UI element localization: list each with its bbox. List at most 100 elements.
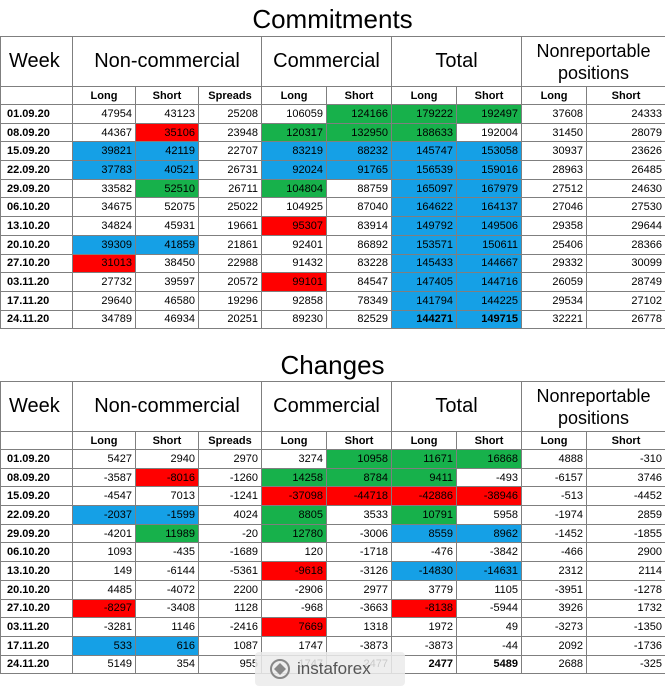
table-cell: 145433	[391, 253, 458, 274]
table-cell: 192497	[456, 104, 523, 124]
table-cell: 104925	[261, 197, 328, 218]
table-cell: 2477	[391, 654, 458, 675]
column-subheader: Long	[391, 431, 458, 450]
table-cell: 34789	[72, 309, 136, 330]
table-row: 29.09.20 -4201 11989 -20 12780 -3006 8559 8962-…	[0, 523, 665, 544]
week-date: 24.11.20	[0, 309, 73, 330]
week-date: 20.10.20	[0, 234, 73, 255]
table-cell: 144271	[391, 309, 458, 330]
table-cell: -2906	[261, 579, 328, 600]
changes-title: Changes	[280, 350, 385, 380]
commitments-title: Commitments	[252, 4, 413, 34]
table-row: 06.10.20 34675 52075 25022 104925 87040 164622…	[0, 197, 665, 218]
table-cell: 156539	[391, 160, 458, 180]
table-cell: 25406	[521, 234, 588, 255]
table-cell: 78349	[326, 290, 393, 311]
week-date: 22.09.20	[0, 505, 73, 525]
table-cell: 124166	[326, 104, 393, 124]
table-cell: -20	[197, 523, 263, 544]
commercial-header: Commercial	[261, 36, 393, 87]
column-subheader: Long	[391, 86, 458, 105]
table-cell: 82529	[326, 309, 393, 330]
table-cell: 26778	[586, 309, 665, 330]
table-cell: 1093	[72, 542, 136, 563]
table-cell: 192004	[456, 122, 523, 143]
table-cell: 1318	[326, 617, 393, 637]
table-cell: 3274	[261, 449, 328, 469]
table-cell: 2688	[521, 654, 588, 675]
table-cell: 2200	[197, 579, 263, 600]
table-cell: -38946	[456, 486, 523, 507]
column-subheader: Short	[135, 86, 199, 105]
column-subheader: Short	[326, 431, 393, 450]
week-date: 20.10.20	[0, 579, 73, 600]
table-cell: 27530	[586, 197, 665, 218]
week-date: 06.10.20	[0, 197, 73, 218]
table-row: 22.09.20 -2037 -1599 4024 8805 3533 10791 5958-…	[0, 505, 665, 525]
table-cell: 20251	[197, 309, 263, 330]
week-date: 22.09.20	[0, 160, 73, 180]
table-row: 27.10.20 -8297 -3408 1128 -968 -3663 -8138 -594…	[0, 598, 665, 619]
table-cell: 188633	[391, 122, 458, 143]
column-subheader: Long	[261, 86, 328, 105]
table-cell: -8016	[135, 467, 199, 488]
table-cell: 3746	[586, 467, 665, 488]
table-cell: 14258	[261, 467, 328, 488]
table-cell: 144716	[456, 272, 523, 292]
table-cell: 1105	[456, 579, 523, 600]
week-date: 08.09.20	[0, 122, 73, 143]
table-cell: 52075	[135, 197, 199, 218]
table-cell: 27102	[586, 290, 665, 311]
table-cell: 28963	[521, 160, 588, 180]
table-cell: 12780	[261, 523, 328, 544]
total-header: Total	[391, 381, 523, 432]
table-cell: 31450	[521, 122, 588, 143]
week-date: 13.10.20	[0, 561, 73, 581]
table-cell: 3533	[326, 505, 393, 525]
table-cell: 34824	[72, 216, 136, 236]
table-cell: 149792	[391, 216, 458, 236]
table-cell: 29640	[72, 290, 136, 311]
table-cell: 91432	[261, 253, 328, 274]
table-row: 01.09.20 47954 43123 25208 106059 124166 17922…	[0, 104, 665, 124]
table-cell: -3951	[521, 579, 588, 600]
table-cell: -466	[521, 542, 588, 563]
table-cell: -3408	[135, 598, 199, 619]
table-cell: 25022	[197, 197, 263, 218]
table-cell: -4072	[135, 579, 199, 600]
table-cell: 132950	[326, 122, 393, 143]
table-cell: 120	[261, 542, 328, 563]
table-cell: 92401	[261, 234, 328, 255]
table-cell: 39597	[135, 272, 199, 292]
table-cell: 4485	[72, 579, 136, 600]
table-cell: -2037	[72, 505, 136, 525]
table-cell: 26731	[197, 160, 263, 180]
table-cell: 153058	[456, 141, 523, 162]
table-cell: 33582	[72, 178, 136, 199]
table-cell: -14830	[391, 561, 458, 581]
table-cell: 44367	[72, 122, 136, 143]
table-cell: 26485	[586, 160, 665, 180]
table-row: 20.10.20 39309 41859 21861 92401 86892 153571 1…	[0, 234, 665, 255]
table-cell: 2859	[586, 505, 665, 525]
watermark-text: instaforex	[297, 659, 371, 678]
table-cell: 2092	[521, 635, 588, 656]
column-subheader: Short	[586, 86, 665, 105]
table-cell: 8784	[326, 467, 393, 488]
table-row: 13.10.20 149 -6144 -5361 -9618 -3126 -14830 -14…	[0, 561, 665, 581]
table-cell: 150611	[456, 234, 523, 255]
week-date: 13.10.20	[0, 216, 73, 236]
table-cell: -493	[456, 467, 523, 488]
table-cell: 89230	[261, 309, 328, 330]
column-subheader: Long	[72, 431, 136, 450]
table-cell: 149	[72, 561, 136, 581]
table-cell: 19661	[197, 216, 263, 236]
table-cell: 149715	[456, 309, 523, 330]
table-cell: 1087	[197, 635, 263, 656]
table-cell: 106059	[261, 104, 328, 124]
column-subheader: Long	[521, 86, 588, 105]
watermark: instaforex	[255, 652, 405, 686]
table-cell: 5958	[456, 505, 523, 525]
table-cell: 22988	[197, 253, 263, 274]
table-cell: 35106	[135, 122, 199, 143]
